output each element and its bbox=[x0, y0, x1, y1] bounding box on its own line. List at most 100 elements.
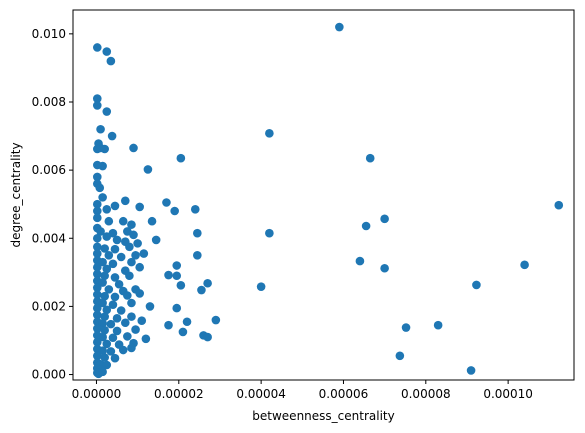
scatter-point bbox=[133, 239, 142, 248]
scatter-point bbox=[211, 315, 221, 325]
scatter-point bbox=[265, 129, 274, 138]
scatter-points bbox=[92, 22, 564, 379]
scatter-point bbox=[95, 183, 105, 193]
scatter-point bbox=[100, 353, 109, 362]
scatter-point bbox=[114, 279, 124, 289]
scatter-point bbox=[145, 302, 155, 311]
scatter-point bbox=[520, 260, 529, 270]
scatter-point bbox=[380, 263, 389, 273]
scatter-point bbox=[106, 347, 116, 356]
scatter-point bbox=[127, 343, 136, 353]
scatter-point bbox=[178, 327, 188, 337]
scatter-point bbox=[102, 232, 112, 241]
scatter-point bbox=[100, 144, 109, 154]
scatter-point bbox=[172, 303, 182, 313]
scatter-point bbox=[108, 333, 118, 343]
y-axis-label: degree_centrality bbox=[9, 142, 23, 247]
scatter-point bbox=[100, 244, 109, 253]
scatter-point bbox=[131, 251, 140, 260]
scatter-point bbox=[401, 323, 411, 332]
scatter-point bbox=[102, 305, 112, 315]
scatter-point bbox=[104, 285, 114, 294]
scatter-point bbox=[472, 280, 481, 290]
scatter-point bbox=[106, 56, 116, 66]
scatter-point bbox=[176, 153, 186, 163]
scatter-point bbox=[131, 325, 140, 334]
scatter-point bbox=[203, 278, 212, 288]
scatter-point bbox=[106, 319, 116, 329]
scatter-point bbox=[129, 143, 138, 153]
scatter-point bbox=[92, 172, 102, 182]
scatter-point bbox=[335, 22, 344, 32]
scatter-point bbox=[92, 351, 102, 361]
scatter-point bbox=[190, 205, 200, 214]
scatter-point bbox=[92, 283, 102, 292]
y-tick-label: 0.004 bbox=[32, 231, 66, 245]
scatter-point bbox=[135, 202, 144, 212]
scatter-point bbox=[92, 233, 102, 243]
scatter-point bbox=[135, 262, 144, 272]
scatter-point bbox=[108, 300, 118, 310]
plot-area bbox=[73, 10, 574, 380]
scatter-point bbox=[92, 269, 102, 279]
plot-frame bbox=[72, 9, 575, 381]
scatter-point bbox=[102, 205, 112, 214]
scatter-point bbox=[92, 43, 102, 52]
scatter-point bbox=[92, 199, 102, 209]
scatter-point bbox=[110, 273, 120, 282]
scatter-point bbox=[127, 312, 136, 321]
scatter-point bbox=[197, 285, 206, 295]
scatter-point bbox=[98, 319, 107, 328]
scatter-point bbox=[108, 259, 118, 269]
scatter-point bbox=[92, 249, 102, 258]
scatter-point bbox=[123, 291, 132, 300]
scatter-point bbox=[466, 366, 476, 375]
scatter-point bbox=[127, 257, 136, 267]
scatter-point bbox=[110, 292, 120, 302]
y-tick-label: 0.010 bbox=[32, 27, 66, 41]
scatter-point bbox=[92, 262, 102, 272]
scatter-point bbox=[182, 317, 192, 327]
scatter-point bbox=[172, 271, 182, 281]
scatter-point bbox=[116, 252, 126, 262]
scatter-point bbox=[98, 346, 107, 356]
scatter-point bbox=[125, 271, 134, 281]
scatter-point bbox=[355, 256, 365, 266]
scatter-point bbox=[102, 107, 112, 116]
scatter-point bbox=[98, 257, 107, 267]
scatter-point bbox=[164, 270, 173, 280]
y-axis-ticks: 0.000 0.002 0.004 0.006 0.008 0.010 bbox=[32, 27, 73, 382]
x-tick-label: 0.00004 bbox=[236, 387, 286, 401]
scatter-point bbox=[123, 332, 132, 341]
scatter-point bbox=[102, 264, 112, 274]
y-tick-label: 0.008 bbox=[32, 95, 66, 109]
scatter-point bbox=[92, 337, 102, 347]
scatter-point bbox=[107, 131, 117, 141]
scatter-point bbox=[104, 216, 114, 226]
scatter-point bbox=[98, 298, 107, 308]
scatter-point bbox=[139, 249, 149, 258]
scatter-point bbox=[98, 367, 107, 377]
x-tick-label: 0.00010 bbox=[483, 387, 533, 401]
scatter-point bbox=[112, 314, 122, 323]
scatter-point bbox=[98, 332, 107, 342]
x-tick-label: 0.00002 bbox=[154, 387, 204, 401]
y-tick-label: 0.000 bbox=[32, 368, 66, 382]
scatter-point bbox=[92, 94, 102, 103]
x-tick-label: 0.00006 bbox=[319, 387, 369, 401]
scatter-point bbox=[135, 289, 144, 298]
scatter-point bbox=[100, 291, 109, 301]
scatter-point bbox=[365, 153, 375, 163]
scatter-point bbox=[203, 332, 212, 342]
x-tick-label: 0.00000 bbox=[72, 387, 122, 401]
scatter-point bbox=[92, 303, 102, 313]
scatter-point bbox=[102, 339, 112, 349]
scatter-point bbox=[118, 216, 128, 226]
scatter-point bbox=[127, 298, 136, 308]
scatter-point bbox=[104, 251, 114, 260]
x-tick-label: 0.00008 bbox=[401, 387, 451, 401]
scatter-point bbox=[98, 193, 107, 202]
scatter-point bbox=[96, 227, 105, 236]
scatter-point bbox=[102, 360, 112, 370]
scatter-point bbox=[118, 345, 128, 355]
